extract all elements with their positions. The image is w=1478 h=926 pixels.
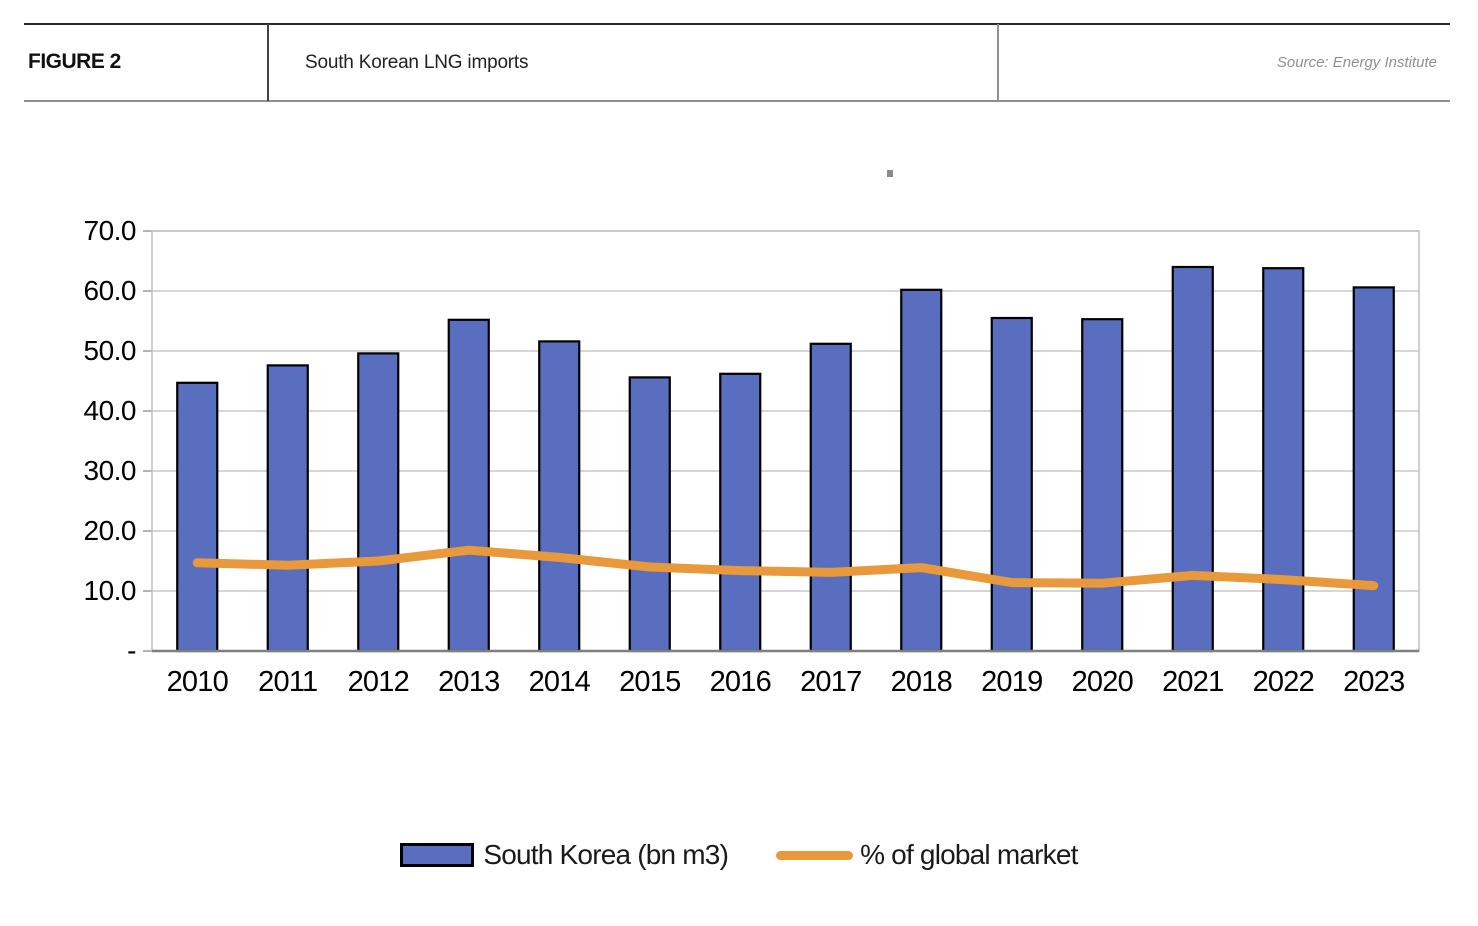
x-tick-label-2013: 2013: [438, 666, 500, 698]
bar-2011: [266, 364, 309, 653]
stray-artifact-square: [887, 170, 893, 177]
figure-number-label: FIGURE 2: [28, 50, 121, 73]
bar-2010: [176, 381, 219, 653]
y-tick-label: 60.0: [83, 275, 137, 306]
chart-legend: South Korea (bn m3) % of global market: [0, 839, 1478, 871]
bar-series-label: South Korea (bn m3): [483, 839, 729, 870]
bar-2015: [628, 376, 671, 653]
bar-2016: [719, 372, 762, 653]
bar-2012: [357, 352, 400, 653]
plot-border: [151, 230, 1420, 652]
bar-2020: [1081, 318, 1124, 653]
header-top-rule: [24, 23, 1450, 25]
line-series-swatch: [776, 850, 854, 860]
header-divider-right: [997, 24, 999, 101]
bar-2022: [1262, 267, 1305, 653]
x-tick-label-2022: 2022: [1252, 666, 1315, 698]
x-tick-label-2011: 2011: [258, 666, 318, 698]
plot-area: [143, 230, 1420, 653]
x-tick-label-2021: 2021: [1162, 666, 1224, 698]
y-tick-label: 40.0: [83, 395, 137, 426]
bar-2013: [447, 318, 490, 653]
source-attribution: Source: Energy Institute: [1276, 54, 1437, 71]
x-tick-label-2020: 2020: [1071, 666, 1134, 698]
y-tick-label: 10.0: [83, 575, 137, 606]
x-tick-label-2014: 2014: [528, 666, 591, 698]
header-bottom-rule: [24, 100, 1450, 102]
percent-line-series: [192, 545, 1379, 591]
x-tick-label-2012: 2012: [347, 666, 410, 698]
x-tick-label-2016: 2016: [709, 666, 772, 698]
x-tick-label-2015: 2015: [619, 666, 681, 698]
bar-2018: [900, 288, 943, 653]
y-tick-label: 30.0: [83, 455, 137, 486]
bar-2014: [538, 340, 581, 653]
y-tick-label: 20.0: [83, 515, 137, 546]
bar-2017: [809, 342, 852, 653]
x-tick-label-2010: 2010: [166, 666, 229, 698]
bar-series-swatch: [400, 843, 475, 867]
x-tick-label-2018: 2018: [890, 666, 953, 698]
y-tick-label: 50.0: [83, 335, 137, 366]
line-series-label: % of global market: [860, 839, 1078, 870]
x-tick-label-2023: 2023: [1343, 666, 1405, 698]
chart-title: South Korean LNG imports: [305, 52, 529, 73]
y-tick-label: 70.0: [83, 215, 137, 246]
bar-2019: [990, 316, 1033, 653]
y-tick-label: -: [127, 635, 136, 666]
x-tick-label-2019: 2019: [981, 666, 1043, 698]
header-divider-left: [267, 24, 269, 101]
x-tick-label-2017: 2017: [800, 666, 862, 698]
bar-2023: [1352, 286, 1395, 653]
bar-2021: [1171, 265, 1214, 653]
